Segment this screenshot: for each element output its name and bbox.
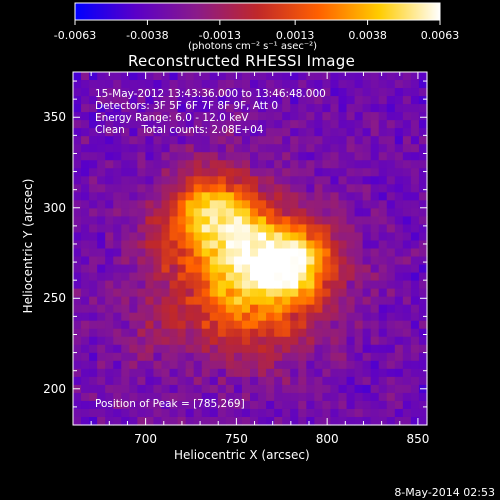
y-tick-label: 300 <box>43 200 66 215</box>
chart-title: Reconstructed RHESSI Image <box>128 52 356 70</box>
colorbar-tick-label: 0.0063 <box>420 29 460 42</box>
y-axis-label: Heliocentric Y (arcsec) <box>21 178 35 314</box>
colorbar-tick-label: -0.0038 <box>126 29 169 42</box>
y-tick-label: 350 <box>43 110 66 125</box>
x-tick-label: 800 <box>315 432 339 446</box>
plot-date: 8-May-2014 02:53 <box>394 486 495 499</box>
colorbar-tick-label: -0.0063 <box>53 29 97 42</box>
plot-frame <box>72 71 428 426</box>
colorbar-units: (photons cm⁻² s⁻¹ asec⁻²) <box>188 41 318 52</box>
colorbar-tick-label: 0.0013 <box>275 29 315 42</box>
x-tick-label: 700 <box>134 432 158 446</box>
x-axis-label: Heliocentric X (arcsec) <box>174 448 310 462</box>
peak-position: Position of Peak = [785,269] <box>95 398 245 410</box>
info-time: 15-May-2012 13:43:36.000 to 13:46:48.000 <box>95 88 326 100</box>
info-energy: Energy Range: 6.0 - 12.0 keV <box>95 112 249 124</box>
colorbar-tick-label: 0.0038 <box>348 29 387 42</box>
x-tick-label: 750 <box>224 432 248 446</box>
colorbar <box>74 2 441 25</box>
info-detectors: Detectors: 3F 5F 6F 7F 8F 9F, Att 0 <box>95 100 279 112</box>
y-tick-label: 250 <box>43 291 66 306</box>
colorbar-tick-label: -0.0013 <box>198 29 242 42</box>
info-counts: Clean Total counts: 2.08E+04 <box>95 124 264 136</box>
x-tick-label: 850 <box>406 432 430 446</box>
y-tick-label: 200 <box>43 381 66 396</box>
